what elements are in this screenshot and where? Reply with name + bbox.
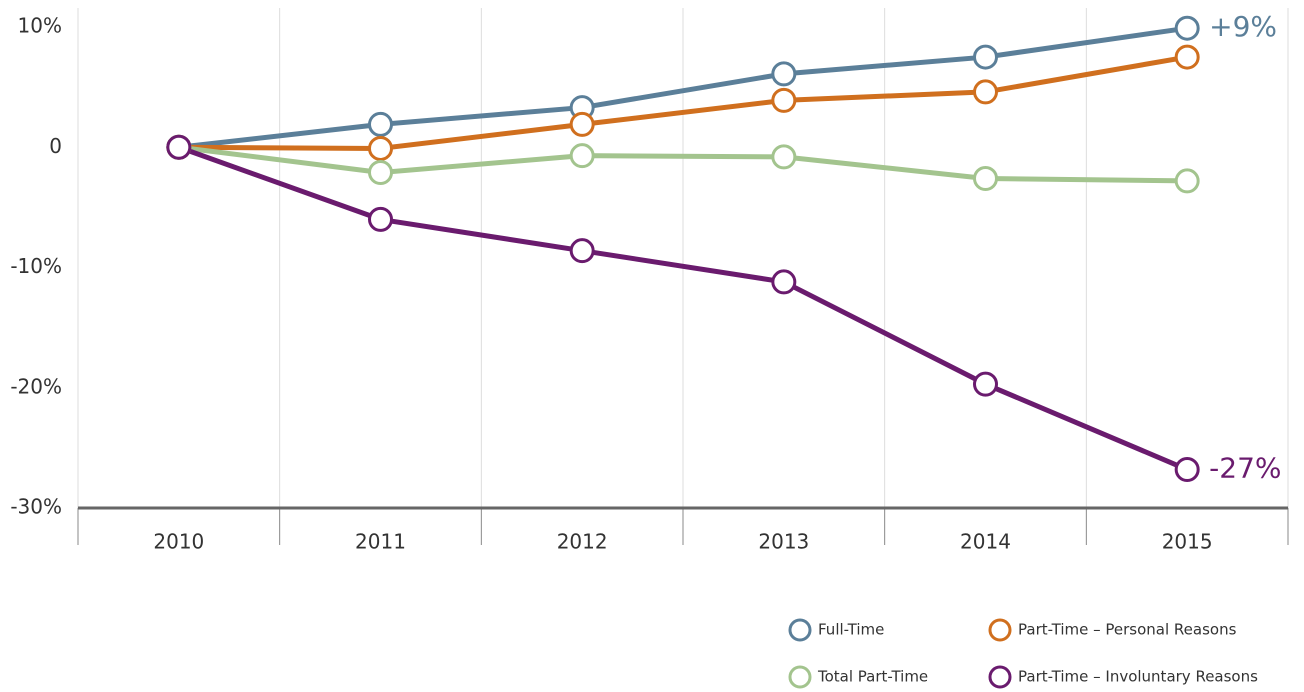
y-tick-label: -20%: [10, 374, 62, 398]
legend-label: Full-Time: [818, 621, 884, 639]
legend-marker: [988, 618, 1012, 642]
point: [368, 111, 393, 137]
point: [1174, 15, 1200, 41]
end-label: -27%: [1209, 452, 1281, 485]
legend-label: Part-Time – Involuntary Reasons: [1018, 668, 1258, 686]
point: [973, 79, 998, 105]
x-tick-label: 2015: [1162, 530, 1213, 554]
end-label: +9%: [1209, 10, 1277, 43]
legend-marker: [788, 618, 812, 642]
legend-marker: [988, 665, 1012, 689]
y-tick-label: -30%: [10, 495, 62, 519]
point: [569, 143, 595, 169]
point: [569, 238, 595, 264]
y-tick-label: 0: [49, 134, 62, 158]
point: [1174, 457, 1200, 483]
point: [166, 134, 192, 160]
y-tick-label: -10%: [10, 254, 62, 278]
point: [368, 135, 393, 161]
x-tick-label: 2012: [557, 530, 608, 554]
legend-marker: [788, 665, 812, 689]
x-tick-label: 2011: [355, 530, 406, 554]
point: [368, 160, 393, 186]
x-tick-label: 2014: [960, 530, 1011, 554]
series-line: [177, 144, 1189, 472]
point: [771, 87, 797, 113]
x-tick-label: 2010: [153, 530, 204, 554]
series-line: [178, 144, 1188, 184]
legend-label: Total Part-Time: [817, 668, 928, 686]
x-tick-label: 2013: [758, 530, 809, 554]
point: [973, 166, 998, 192]
legend-label: Part-Time – Personal Reasons: [1018, 621, 1237, 639]
point: [1174, 44, 1200, 70]
point: [973, 371, 998, 397]
point: [569, 111, 595, 137]
series-line: [178, 25, 1188, 150]
point: [1174, 168, 1200, 194]
point: [771, 144, 797, 170]
point: [368, 206, 393, 232]
series-line: [178, 54, 1188, 151]
y-tick-label: 10%: [18, 14, 62, 38]
point: [973, 44, 998, 70]
point: [771, 61, 797, 87]
point: [771, 269, 797, 295]
